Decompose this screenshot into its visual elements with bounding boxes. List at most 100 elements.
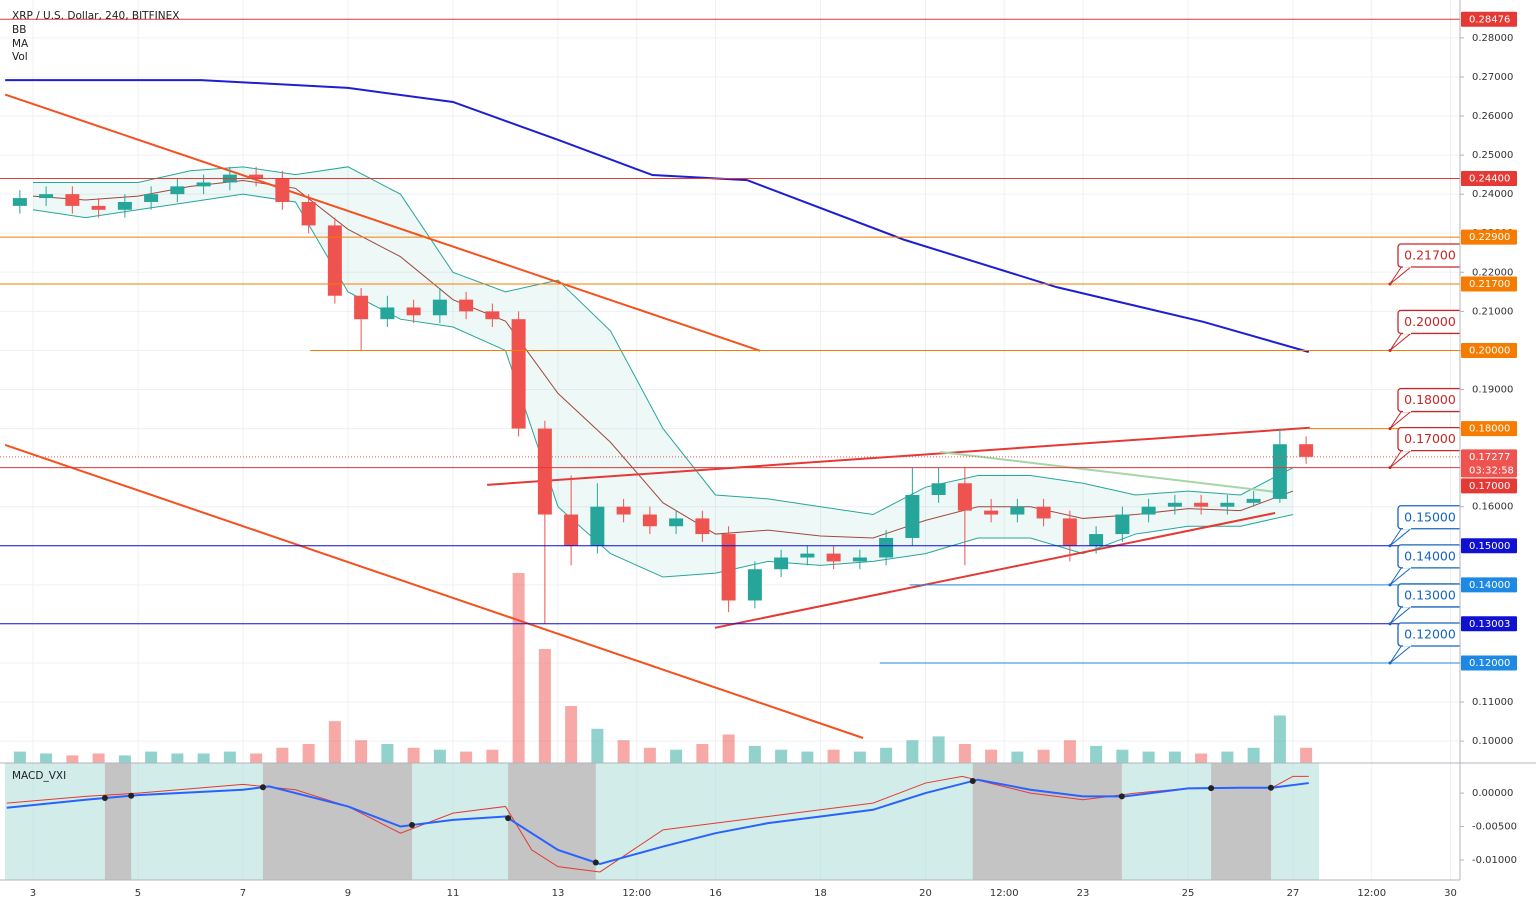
candle-body [800,553,815,558]
volume-bar [460,751,473,763]
candle-body [117,201,132,210]
price-tag [1461,655,1517,671]
candle-body [511,319,526,429]
callout-cover [1403,265,1411,268]
volume-bar [197,753,210,763]
price-tag-label: 0.18000 [1469,424,1510,435]
volume-bar [302,744,315,763]
volume-bar [827,749,840,763]
candle-body [984,510,999,515]
candle-body [432,299,447,316]
trendline [487,426,1310,486]
y-tick-label: 0.28000 [1472,33,1513,44]
callout-cover [1403,527,1411,530]
callout-cover [1403,566,1411,569]
price-tag-label: 0.24400 [1469,174,1510,185]
cross-dot [1267,784,1274,791]
cross-dot [409,822,416,829]
x-tick-label: 30 [1444,888,1457,899]
x-tick-label: 12:00 [622,888,651,899]
volume-bar [13,751,26,763]
candle-body [406,307,421,316]
candle-body [1089,534,1104,546]
candle-body [196,182,211,187]
volume-bar [223,751,236,763]
macd-background [5,763,1320,880]
volume-bar [1063,740,1076,763]
trendline [4,93,761,352]
volume-bar [538,649,551,763]
bb-basis [32,179,1294,539]
callout-cover [1403,605,1411,608]
candle-body [91,205,106,210]
volume-bar [880,747,893,763]
x-tick-label: 12:00 [1357,888,1386,899]
callout-label: 0.12000 [1404,626,1456,641]
volume-bar [775,749,788,763]
candle-body [564,514,579,546]
y-tick-label: 0.22000 [1472,267,1513,278]
candle-body [249,174,264,179]
price-tag [1461,577,1517,593]
candle-body [12,198,27,206]
volume-bar [696,744,709,763]
cross-dot [592,859,599,866]
price-tag-label: 0.20000 [1469,345,1510,356]
volume-bar [381,744,394,763]
volume-bar [722,734,735,763]
x-tick-label: 3 [30,888,36,899]
volume-bar [145,751,158,763]
price-tag-label: 0.17277 [1469,452,1510,463]
macd-title: MACD_VXI [12,770,66,782]
x-tick-label: 11 [447,888,460,899]
volume-bar [985,749,998,763]
bb-upper [32,166,1294,516]
candle-body [642,514,657,527]
candle-body [957,483,972,511]
countdown: 03:32:58 [1469,465,1514,476]
candle-body [590,506,605,546]
x-tick-label: 7 [240,888,246,899]
candle-body [1194,502,1209,507]
volume-bar [1221,751,1234,763]
candle-body [1141,506,1156,515]
candle-body [774,557,789,570]
callout-anchor [1388,348,1392,352]
candle-body [144,194,159,202]
price-tag-label: 0.14000 [1469,580,1510,591]
callout-anchor [1388,661,1392,665]
price-tag-label: 0.17000 [1469,481,1510,492]
cross-dot [1118,793,1125,800]
price-tag-label: 0.21700 [1469,279,1510,290]
y-tick-label: 0.27000 [1472,72,1513,83]
candle-body [301,201,316,226]
candle-body [721,534,736,601]
volume-bar [433,749,446,763]
callout-label: 0.18000 [1404,392,1456,407]
price-tag [1461,229,1517,245]
cross-dot [128,792,135,799]
moving-average [5,79,1310,353]
volume-bar [591,728,604,763]
macd-shade [1211,763,1271,880]
volume-bar [853,751,866,763]
price-tag-label: 0.12000 [1469,658,1510,669]
candle-body [879,537,894,558]
candle-body [1010,506,1025,515]
price-tag [1461,449,1517,478]
cross-dot [505,815,512,822]
plot-layer: 0.21700 0.20000 0.18000 0.17000 0.15000 0.140… [0,18,1463,873]
volume-bar [1090,745,1103,763]
candle-body [354,295,369,320]
cross-dot [1208,785,1215,792]
candle-body [1167,502,1182,507]
candle-body [170,186,185,195]
volume-bar [1037,749,1050,763]
callout-cover [1403,449,1411,452]
candle-body [1220,502,1235,507]
x-tick-label: 16 [709,888,722,899]
volume-bar [906,740,919,763]
candle-body [826,553,841,562]
